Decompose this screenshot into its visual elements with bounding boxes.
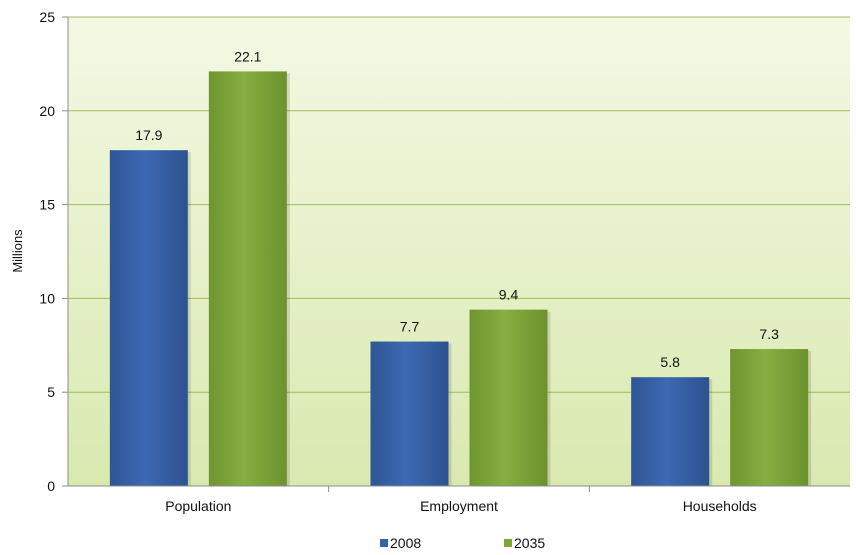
data-label: 9.4 — [499, 287, 519, 303]
bars-group — [109, 71, 812, 487]
legend-label: 2035 — [514, 535, 545, 551]
y-tick-label: 5 — [47, 384, 55, 400]
data-labels: 17.9 22.1 7.7 9.4 5.8 7.3 — [135, 48, 779, 370]
data-label: 7.7 — [400, 319, 420, 335]
x-tick-label: Households — [683, 498, 757, 514]
y-tick-label: 25 — [39, 9, 55, 25]
axes-group — [67, 17, 850, 487]
y-axis-title: Millions — [10, 229, 25, 273]
bar-2035-employment — [469, 309, 548, 486]
data-label: 17.9 — [135, 127, 162, 143]
data-label: 22.1 — [234, 48, 261, 64]
y-tick-labels: 0 5 10 15 20 25 — [39, 9, 68, 494]
y-tick-label: 15 — [39, 197, 55, 213]
bar-2008-population — [109, 150, 188, 487]
legend-swatch — [504, 539, 512, 547]
data-label: 7.3 — [759, 326, 779, 342]
legend: 2008 2035 — [380, 535, 545, 551]
legend-label: 2008 — [390, 535, 421, 551]
gridlines — [68, 16, 850, 393]
data-label: 5.8 — [660, 354, 680, 370]
x-tick-label: Population — [165, 498, 231, 514]
bar-2008-employment — [370, 341, 449, 486]
plot-area-background — [68, 17, 850, 486]
y-tick-label: 10 — [39, 290, 55, 306]
legend-swatch — [380, 539, 388, 547]
bar-2035-households — [730, 349, 809, 486]
y-tick-label: 0 — [47, 478, 55, 494]
x-tick-labels: Population Employment Households — [165, 486, 757, 514]
bar-2035-population — [208, 71, 287, 487]
y-tick-label: 20 — [39, 103, 55, 119]
bar-2008-households — [631, 377, 710, 486]
x-tick-label: Employment — [420, 498, 498, 514]
